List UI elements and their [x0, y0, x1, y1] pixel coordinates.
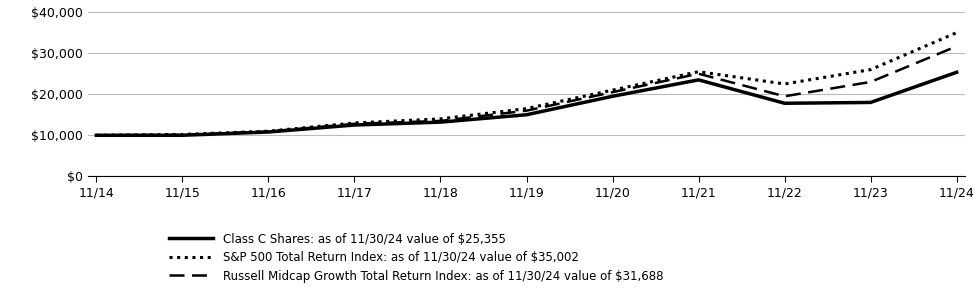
Line: Class C Shares: as of 11/30/24 value of $25,355: Class C Shares: as of 11/30/24 value of … — [97, 72, 956, 135]
Russell Midcap Growth Total Return Index: as of 11/30/24 value of $31,688: (0, 1e+04): as of 11/30/24 value of $31,688: (0, 1e+… — [91, 133, 102, 137]
Class C Shares: as of 11/30/24 value of $25,355: (10, 2.54e+04): as of 11/30/24 value of $25,355: (10, 2.… — [951, 71, 962, 74]
S&P 500 Total Return Index: as of 11/30/24 value of $35,002: (8, 2.25e+04): as of 11/30/24 value of $35,002: (8, 2.2… — [779, 82, 791, 86]
S&P 500 Total Return Index: as of 11/30/24 value of $35,002: (9, 2.6e+04): as of 11/30/24 value of $35,002: (9, 2.6… — [865, 68, 877, 71]
Class C Shares: as of 11/30/24 value of $25,355: (1, 1e+04): as of 11/30/24 value of $25,355: (1, 1e+… — [176, 133, 188, 137]
Class C Shares: as of 11/30/24 value of $25,355: (0, 1e+04): as of 11/30/24 value of $25,355: (0, 1e+… — [91, 133, 102, 137]
S&P 500 Total Return Index: as of 11/30/24 value of $35,002: (10, 3.5e+04): as of 11/30/24 value of $35,002: (10, 3.… — [951, 31, 962, 34]
Russell Midcap Growth Total Return Index: as of 11/30/24 value of $31,688: (3, 1.28e+04): as of 11/30/24 value of $31,688: (3, 1.2… — [349, 122, 361, 126]
S&P 500 Total Return Index: as of 11/30/24 value of $35,002: (4, 1.4e+04): as of 11/30/24 value of $35,002: (4, 1.4… — [435, 117, 447, 121]
Russell Midcap Growth Total Return Index: as of 11/30/24 value of $31,688: (5, 1.6e+04): as of 11/30/24 value of $31,688: (5, 1.6… — [521, 109, 532, 112]
Russell Midcap Growth Total Return Index: as of 11/30/24 value of $31,688: (7, 2.5e+04): as of 11/30/24 value of $31,688: (7, 2.5… — [692, 72, 704, 76]
Class C Shares: as of 11/30/24 value of $25,355: (3, 1.25e+04): as of 11/30/24 value of $25,355: (3, 1.2… — [349, 123, 361, 127]
Class C Shares: as of 11/30/24 value of $25,355: (2, 1.08e+04): as of 11/30/24 value of $25,355: (2, 1.0… — [262, 130, 274, 134]
Class C Shares: as of 11/30/24 value of $25,355: (7, 2.35e+04): as of 11/30/24 value of $25,355: (7, 2.3… — [692, 78, 704, 82]
S&P 500 Total Return Index: as of 11/30/24 value of $35,002: (2, 1.1e+04): as of 11/30/24 value of $35,002: (2, 1.1… — [262, 130, 274, 133]
Class C Shares: as of 11/30/24 value of $25,355: (6, 1.95e+04): as of 11/30/24 value of $25,355: (6, 1.9… — [606, 95, 618, 98]
Line: Russell Midcap Growth Total Return Index: as of 11/30/24 value of $31,688: Russell Midcap Growth Total Return Index… — [97, 46, 956, 135]
S&P 500 Total Return Index: as of 11/30/24 value of $35,002: (1, 1.02e+04): as of 11/30/24 value of $35,002: (1, 1.0… — [176, 133, 188, 136]
Russell Midcap Growth Total Return Index: as of 11/30/24 value of $31,688: (2, 1.09e+04): as of 11/30/24 value of $31,688: (2, 1.0… — [262, 130, 274, 133]
Russell Midcap Growth Total Return Index: as of 11/30/24 value of $31,688: (6, 2.05e+04): as of 11/30/24 value of $31,688: (6, 2.0… — [606, 90, 618, 94]
Class C Shares: as of 11/30/24 value of $25,355: (8, 1.78e+04): as of 11/30/24 value of $25,355: (8, 1.7… — [779, 102, 791, 105]
Russell Midcap Growth Total Return Index: as of 11/30/24 value of $31,688: (4, 1.35e+04): as of 11/30/24 value of $31,688: (4, 1.3… — [435, 119, 447, 123]
S&P 500 Total Return Index: as of 11/30/24 value of $35,002: (5, 1.65e+04): as of 11/30/24 value of $35,002: (5, 1.6… — [521, 107, 532, 110]
Russell Midcap Growth Total Return Index: as of 11/30/24 value of $31,688: (10, 3.17e+04): as of 11/30/24 value of $31,688: (10, 3.… — [951, 44, 962, 48]
Legend: Class C Shares: as of 11/30/24 value of $25,355, S&P 500 Total Return Index: as : Class C Shares: as of 11/30/24 value of … — [164, 228, 668, 287]
S&P 500 Total Return Index: as of 11/30/24 value of $35,002: (7, 2.55e+04): as of 11/30/24 value of $35,002: (7, 2.5… — [692, 70, 704, 74]
Russell Midcap Growth Total Return Index: as of 11/30/24 value of $31,688: (1, 1.01e+04): as of 11/30/24 value of $31,688: (1, 1.0… — [176, 133, 188, 137]
S&P 500 Total Return Index: as of 11/30/24 value of $35,002: (0, 1e+04): as of 11/30/24 value of $35,002: (0, 1e+… — [91, 133, 102, 137]
Class C Shares: as of 11/30/24 value of $25,355: (5, 1.5e+04): as of 11/30/24 value of $25,355: (5, 1.5… — [521, 113, 532, 117]
S&P 500 Total Return Index: as of 11/30/24 value of $35,002: (6, 2.1e+04): as of 11/30/24 value of $35,002: (6, 2.1… — [606, 88, 618, 92]
Line: S&P 500 Total Return Index: as of 11/30/24 value of $35,002: S&P 500 Total Return Index: as of 11/30/… — [97, 33, 956, 135]
Class C Shares: as of 11/30/24 value of $25,355: (4, 1.32e+04): as of 11/30/24 value of $25,355: (4, 1.3… — [435, 120, 447, 124]
S&P 500 Total Return Index: as of 11/30/24 value of $35,002: (3, 1.3e+04): as of 11/30/24 value of $35,002: (3, 1.3… — [349, 121, 361, 125]
Russell Midcap Growth Total Return Index: as of 11/30/24 value of $31,688: (8, 1.95e+04): as of 11/30/24 value of $31,688: (8, 1.9… — [779, 95, 791, 98]
Russell Midcap Growth Total Return Index: as of 11/30/24 value of $31,688: (9, 2.3e+04): as of 11/30/24 value of $31,688: (9, 2.3… — [865, 80, 877, 84]
Class C Shares: as of 11/30/24 value of $25,355: (9, 1.8e+04): as of 11/30/24 value of $25,355: (9, 1.8… — [865, 101, 877, 104]
